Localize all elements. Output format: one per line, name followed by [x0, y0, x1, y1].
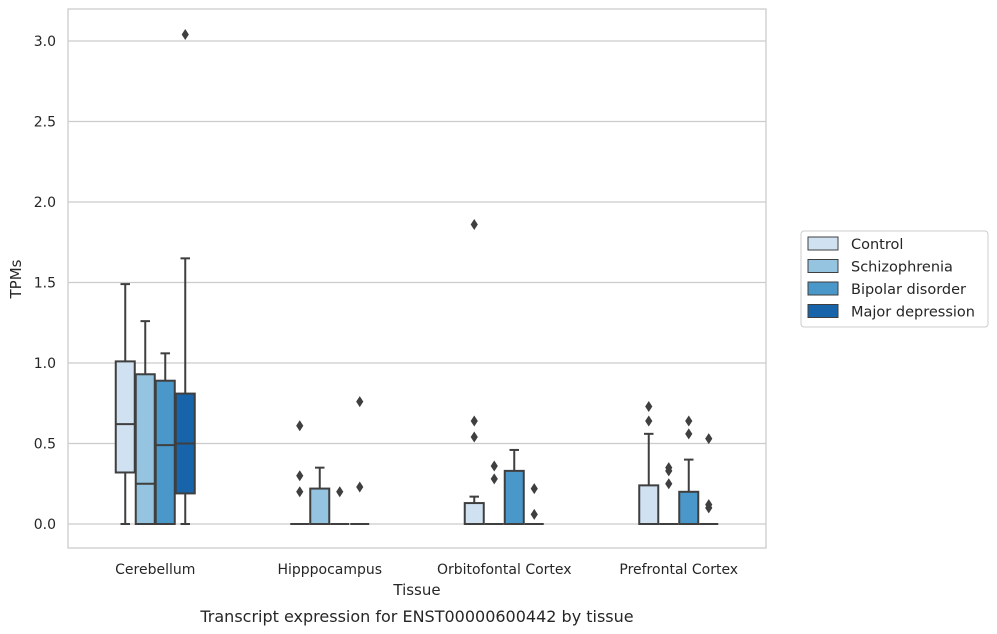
plot-area-frame	[67, 8, 767, 549]
y-axis-label: TPMs	[7, 259, 25, 299]
chart-caption: Transcript expression for ENST0000060044…	[199, 607, 633, 626]
box-control	[638, 400, 660, 525]
outlier-point	[336, 486, 344, 498]
outlier-point	[645, 400, 653, 412]
box-schizophrenia	[309, 466, 331, 525]
legend-item: Bipolar disorder	[807, 281, 966, 298]
box-major-depression	[174, 29, 196, 525]
outlier-point	[296, 470, 304, 482]
box-body	[678, 490, 700, 525]
box-control	[463, 219, 485, 526]
legend: Control Schizophrenia Bipolar disorder Majo…	[800, 230, 989, 328]
outlier-point	[181, 29, 189, 41]
legend-swatch	[807, 304, 839, 318]
box-schizophrenia	[659, 462, 679, 525]
outlier-point	[296, 420, 304, 432]
outlier-point	[490, 473, 498, 485]
legend-label: Bipolar disorder	[851, 282, 966, 298]
legend-swatch	[807, 259, 839, 273]
y-tick-labels: 0.0 0.5 1.0 1.5 2.0 2.5 3.0	[34, 34, 56, 533]
outlier-point	[470, 219, 478, 231]
box-body	[463, 502, 485, 526]
y-tick-label: 2.5	[34, 115, 56, 131]
box-major-depression	[350, 396, 370, 525]
outlier-point	[705, 502, 713, 514]
box-bipolar-disorder	[678, 415, 700, 525]
outlier-point	[356, 396, 364, 408]
box-body	[309, 487, 331, 525]
x-tick-labels: Cerebellum Hipppocampus Orbitofontal Corte…	[115, 562, 738, 578]
box-bipolar-disorder	[503, 448, 525, 525]
box-body	[638, 484, 660, 525]
y-tick-label: 2.0	[34, 195, 56, 211]
legend-label: Schizophrenia	[851, 260, 953, 276]
legend-label: Control	[851, 237, 903, 253]
outlier-point	[490, 460, 498, 472]
legend-frame	[800, 230, 989, 328]
x-tick-label: Hipppocampus	[277, 562, 382, 578]
outlier-point	[705, 433, 713, 445]
outlier-point	[685, 415, 693, 427]
outlier-point	[665, 465, 673, 477]
x-tick-label: Orbitofontal Cortex	[437, 562, 572, 578]
box-schizophrenia	[134, 320, 156, 525]
boxes-layer	[114, 29, 719, 526]
outlier-point	[665, 478, 673, 490]
outlier-point	[530, 508, 538, 520]
legend-item: Major depression	[807, 304, 975, 321]
legend-label: Major depression	[851, 305, 975, 321]
outlier-point	[645, 415, 653, 427]
x-tick-label: Cerebellum	[115, 562, 195, 578]
box-control	[114, 283, 136, 525]
outlier-point	[470, 431, 478, 443]
outlier-point	[530, 483, 538, 495]
y-tick-label: 0.0	[34, 517, 56, 533]
box-major-depression	[699, 433, 719, 525]
box-major-depression	[524, 483, 544, 525]
y-tick-label: 3.0	[34, 34, 56, 50]
x-axis-label: Tissue	[392, 581, 440, 599]
outlier-point	[470, 415, 478, 427]
outlier-point	[685, 428, 693, 440]
box-body	[134, 373, 156, 525]
outlier-point	[356, 481, 364, 493]
box-control	[290, 420, 310, 525]
box-bipolar-disorder	[154, 352, 176, 525]
box-bipolar-disorder	[330, 486, 350, 525]
legend-swatch	[807, 236, 839, 251]
y-tick-label: 0.5	[34, 437, 56, 453]
box-body	[114, 360, 136, 474]
box-body	[154, 379, 176, 525]
box-body	[503, 469, 525, 525]
legend-swatch	[807, 281, 839, 296]
y-tick-label: 1.0	[34, 356, 56, 372]
legend-item: Control	[807, 236, 903, 253]
box-schizophrenia	[484, 460, 504, 525]
legend-item: Schizophrenia	[807, 259, 953, 276]
y-tick-label: 1.5	[34, 276, 56, 292]
x-tick-label: Prefrontal Cortex	[619, 562, 738, 578]
outlier-point	[296, 486, 304, 498]
